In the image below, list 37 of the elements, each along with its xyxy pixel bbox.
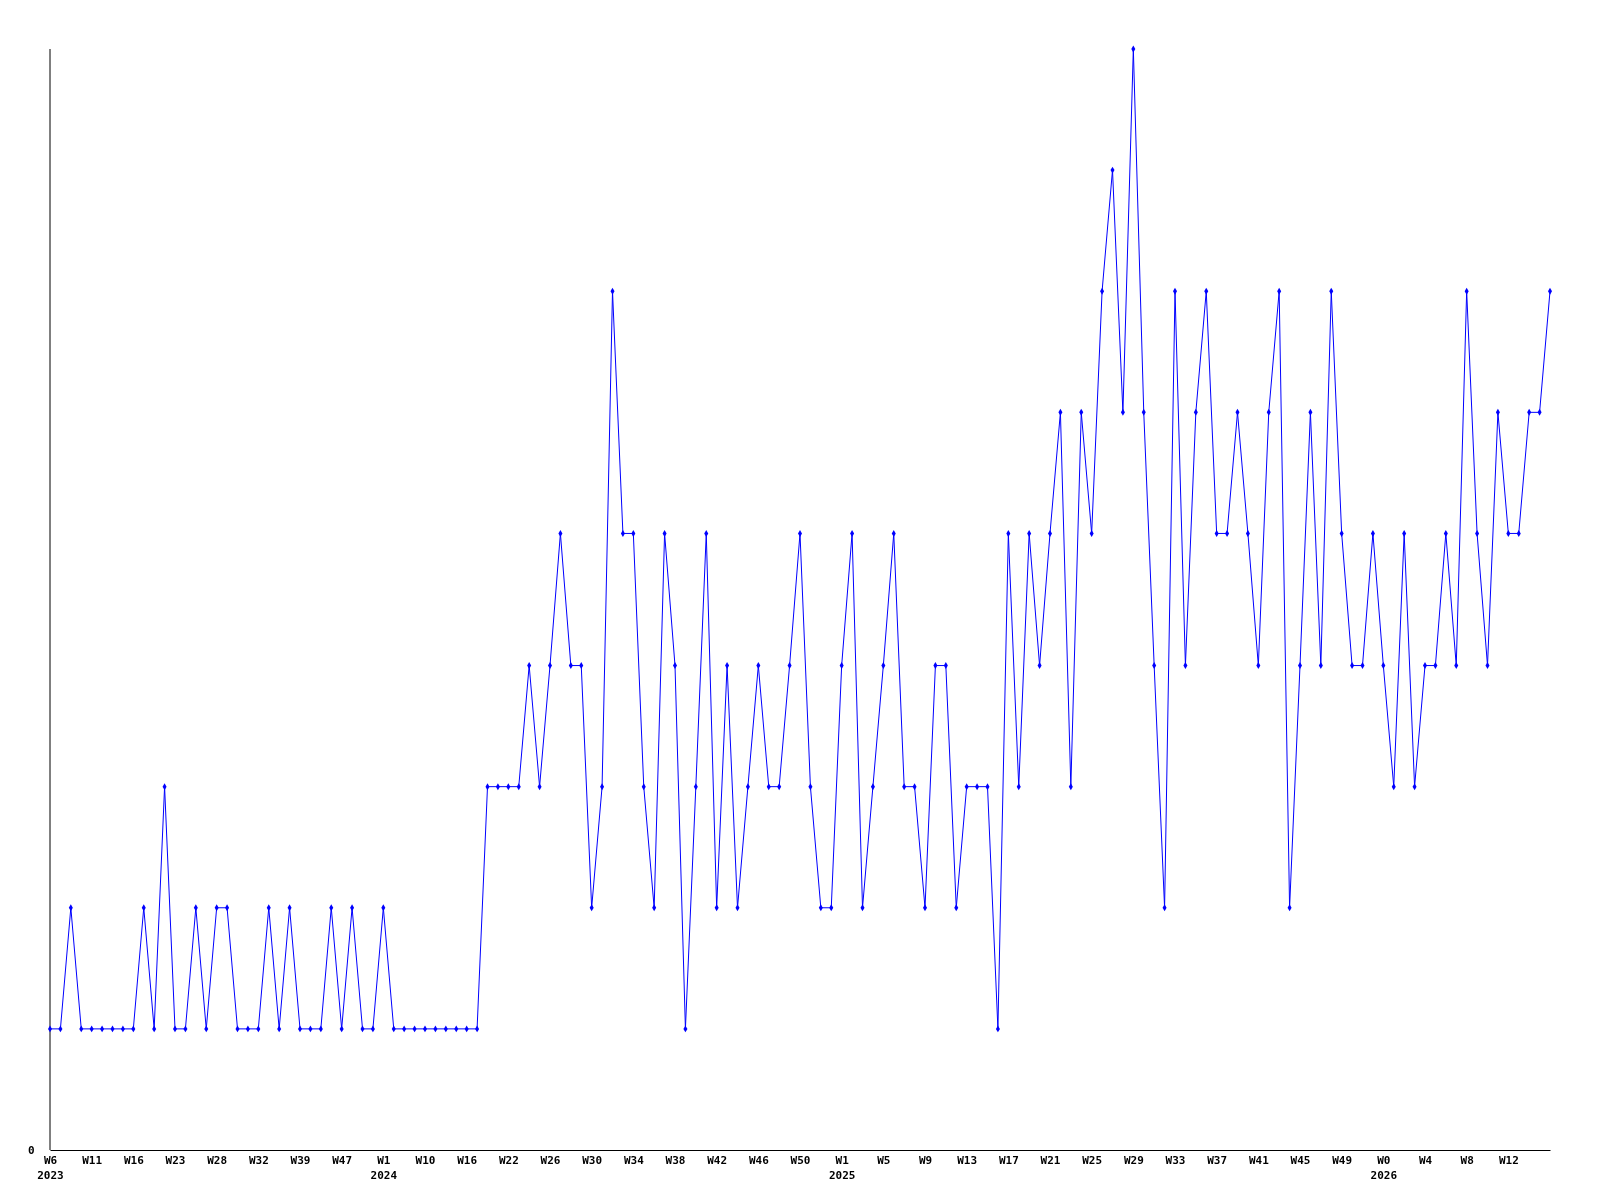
x-tick-label: W16 [123, 1154, 145, 1167]
x-tick-label: W28 [207, 1154, 228, 1167]
x-tick-label: W32 [248, 1154, 269, 1167]
x-tick-label: W26 [540, 1154, 561, 1167]
x-tick-label: W5 [877, 1154, 891, 1167]
x-tick-label: W21 [1040, 1154, 1061, 1167]
x-tick-label: W42 [707, 1154, 728, 1167]
x-tick-label: W37 [1207, 1154, 1228, 1167]
x-tick-label: W23 [165, 1154, 186, 1167]
x-tick-label: W30 [582, 1154, 603, 1167]
x-tick-label: W47 [332, 1154, 353, 1167]
text: 0 [28, 1144, 35, 1157]
x-tick-label: W25 [1082, 1154, 1103, 1167]
x-tick-label: W45 [1290, 1154, 1311, 1167]
x-tick-label: W41 [1248, 1154, 1270, 1167]
x-tick-label: W17 [998, 1154, 1019, 1167]
x-tick-label: W1 2024 [370, 1154, 398, 1182]
x-tick-label: W4 [1418, 1154, 1433, 1167]
x-tick-label: W34 [623, 1154, 645, 1167]
x-tick-label: W38 [665, 1154, 686, 1167]
x-tick-label: W8 [1460, 1154, 1474, 1167]
x-tick-label: W39 [290, 1154, 311, 1167]
x-tick-label: W50 [790, 1154, 811, 1167]
x-tick-label: W13 [957, 1154, 978, 1167]
x-tick-label: W49 [1332, 1154, 1353, 1167]
x-tick-label: W1 2025 [828, 1154, 856, 1182]
x-tick-label: W29 [1123, 1154, 1144, 1167]
x-tick-label: W16 [457, 1154, 478, 1167]
x-tick-label: W22 [498, 1154, 519, 1167]
x-tick-label: W9 [918, 1154, 933, 1167]
x-tick-label: W10 [415, 1154, 436, 1167]
x-tick-label: W11 [82, 1154, 103, 1167]
x-tick-label: W33 [1165, 1154, 1186, 1167]
x-tick-label: W12 [1498, 1154, 1519, 1167]
x-tick-label: W46 [748, 1154, 770, 1167]
x-tick-label: W0 2026 [1370, 1154, 1398, 1182]
x-tick-label: W6 2023 [37, 1154, 64, 1182]
